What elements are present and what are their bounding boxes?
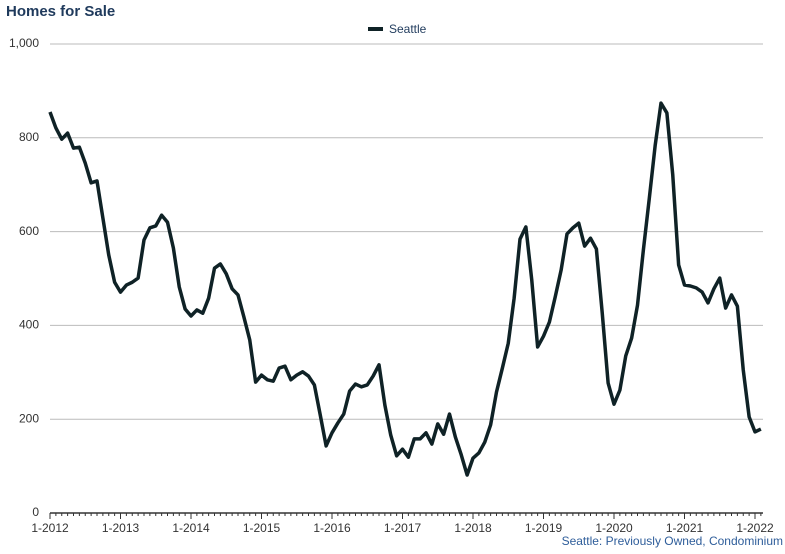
x-tick-label: 1-2020 <box>595 521 633 535</box>
x-tick-label: 1-2018 <box>454 521 492 535</box>
x-tick-label: 1-2015 <box>243 521 281 535</box>
x-tick-label: 1-2019 <box>525 521 563 535</box>
x-tick-label: 1-2017 <box>384 521 422 535</box>
y-tick-label: 1,000 <box>9 36 39 50</box>
y-tick-label: 400 <box>19 318 39 332</box>
legend-label: Seattle <box>389 22 427 36</box>
x-tick-label: 1-2012 <box>31 521 69 535</box>
y-tick-label: 800 <box>19 130 39 144</box>
y-tick-label: 600 <box>19 224 39 238</box>
y-tick-label: 200 <box>19 411 39 425</box>
x-tick-label: 1-2016 <box>313 521 351 535</box>
x-tick-label: 1-2014 <box>172 521 210 535</box>
series-line <box>48 101 762 477</box>
footnote: Seattle: Previously Owned, Condominium <box>562 534 783 548</box>
chart-title: Homes for Sale <box>6 3 115 20</box>
x-tick-label: 1-2013 <box>102 521 140 535</box>
x-tick-label: 1-2021 <box>666 521 704 535</box>
x-tick-label: 1-2022 <box>736 521 774 535</box>
y-tick-label: 0 <box>32 505 39 519</box>
